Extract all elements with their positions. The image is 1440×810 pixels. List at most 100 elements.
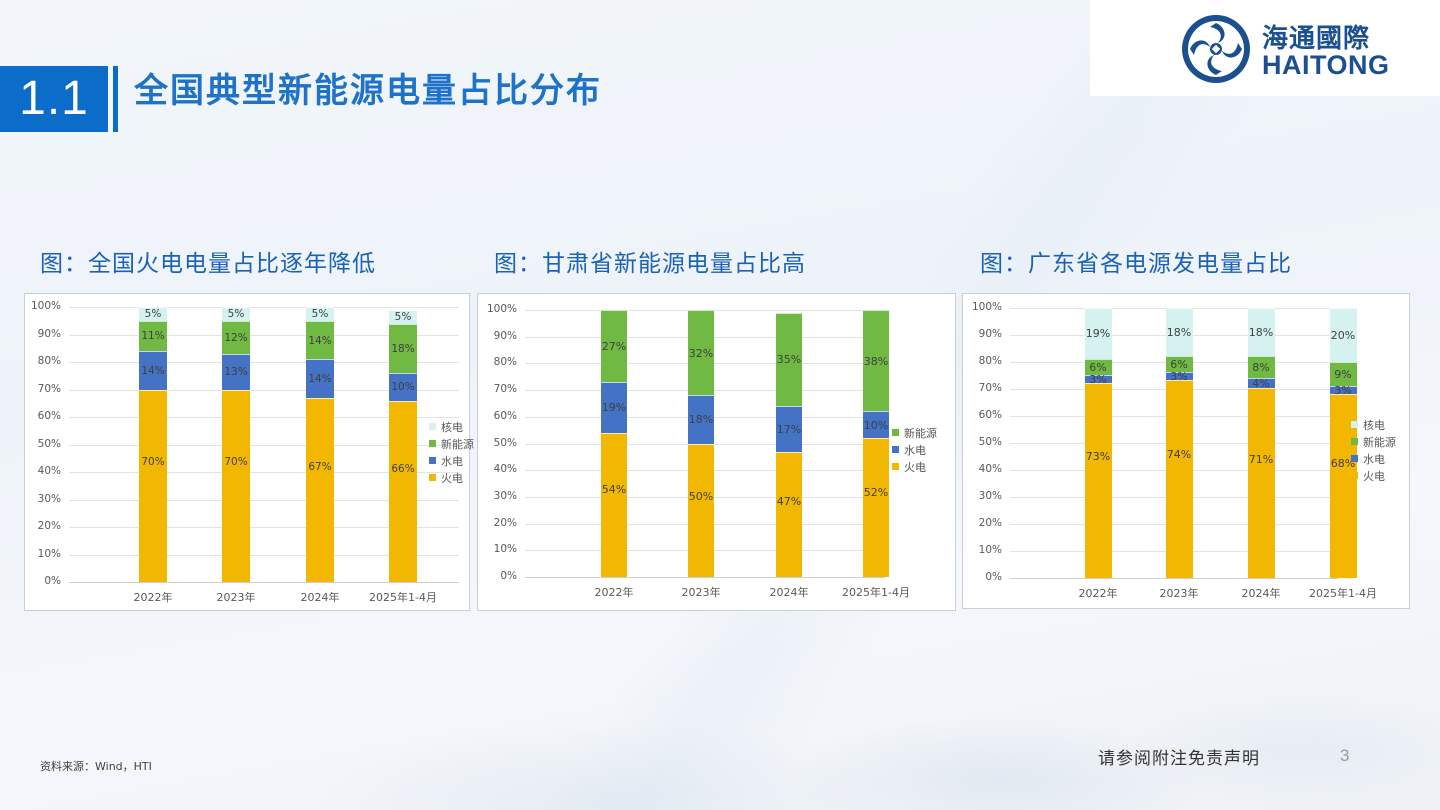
y-tick-label: 100%	[30, 300, 61, 312]
stacked-bar: 50% 18% 32%	[688, 310, 714, 577]
data-label: 50%	[688, 489, 714, 503]
bar-segment: 32%	[688, 310, 714, 396]
legend-label: 核电	[441, 420, 463, 434]
data-label: 5%	[227, 308, 245, 321]
bar-segment: 14%	[306, 359, 334, 398]
bar-segment: 18%	[1165, 308, 1193, 357]
data-label: 18%	[1166, 326, 1192, 340]
chart-legend: 核电 新能源 水电 火电	[1351, 416, 1396, 484]
gridline	[69, 307, 459, 308]
legend-item: 水电	[892, 441, 937, 458]
data-label: 3%	[1334, 384, 1352, 398]
y-tick-label: 60%	[493, 409, 517, 422]
x-tick-label: 2022年	[133, 591, 173, 604]
data-label: 11%	[141, 330, 165, 343]
data-label: 4%	[1252, 376, 1270, 390]
section-divider-bar	[113, 66, 118, 132]
legend-item: 水电	[429, 452, 474, 469]
stacked-bar: 47% 17% 35%	[776, 310, 802, 577]
legend-item: 火电	[892, 458, 937, 475]
bar-segment: 19%	[601, 382, 627, 433]
data-label: 14%	[308, 373, 332, 385]
gridline	[69, 417, 459, 418]
y-tick-label: 30%	[493, 489, 517, 502]
bar-segment: 10%	[863, 411, 889, 439]
data-label: 71%	[1248, 453, 1274, 467]
y-tick-label: 20%	[493, 516, 517, 529]
data-label: 5%	[311, 308, 329, 321]
bar-segment: 4%	[1247, 376, 1275, 390]
bar-segment: 13%	[222, 353, 250, 390]
chart-legend: 新能源 水电 火电	[892, 424, 937, 475]
gridline	[69, 554, 459, 556]
bar-segment: 54%	[601, 432, 627, 577]
y-tick-label: 0%	[985, 571, 1002, 583]
bar-segment: 18%	[389, 323, 417, 373]
x-tick-label: 2025年1-4月	[369, 591, 437, 604]
plot-area: 70% 14% 11% 5% 70% 13% 12% 5% 67% 14% 14% 5% 66% 10% 1…	[69, 307, 459, 583]
legend-swatch-icon	[892, 446, 899, 453]
data-label: 10%	[391, 381, 415, 394]
y-tick-label: 80%	[37, 355, 61, 367]
y-tick-label: 10%	[37, 547, 61, 560]
logo-english-text: HAITONG	[1262, 50, 1390, 80]
disclaimer-link[interactable]: 请参阅附注免责声明	[1098, 749, 1260, 769]
bar-segment: 12%	[222, 320, 250, 354]
data-label: 27%	[601, 340, 627, 354]
y-tick-label: 50%	[37, 437, 61, 450]
bar-segment: 73%	[1084, 382, 1112, 578]
y-tick-label: 30%	[978, 490, 1002, 502]
data-label: 18%	[688, 413, 714, 427]
bar-segment: 38%	[863, 310, 889, 412]
y-tick-label: 90%	[978, 328, 1002, 340]
gridline	[69, 362, 459, 363]
page-title: 全国典型新能源电量占比分布	[134, 71, 602, 111]
legend-label: 新能源	[1363, 435, 1396, 449]
stacked-bar: 67% 14% 14% 5%	[306, 307, 334, 582]
section-number: 1.1	[0, 66, 108, 132]
gridline	[69, 527, 459, 528]
stacked-bar: 70% 13% 12% 5%	[222, 307, 250, 582]
x-tick-label: 2025年1-4月	[1309, 587, 1377, 600]
bar-segment: 70%	[222, 389, 250, 582]
legend-item: 新能源	[429, 435, 474, 452]
y-tick-label: 60%	[37, 410, 61, 422]
data-label: 52%	[863, 486, 889, 500]
data-label: 54%	[601, 482, 627, 496]
plot-area: 73% 3% 6% 19% 74% 3% 6% 18% 71% 4% 8% 18% 68% 3% 9% 20%	[1010, 307, 1357, 579]
company-logo: 海通國際 HAITONG	[1090, 0, 1440, 96]
stacked-bar: 70% 14% 11% 5%	[139, 307, 167, 582]
stacked-bar: 66% 10% 18% 5%	[389, 307, 417, 582]
bar-segment: 5%	[389, 309, 417, 324]
y-tick-label: 90%	[37, 327, 61, 340]
legend-swatch-icon	[429, 423, 436, 430]
y-tick-label: 40%	[493, 463, 517, 476]
data-label: 68%	[1330, 457, 1356, 471]
data-label: 9%	[1334, 368, 1352, 382]
y-tick-label: 80%	[493, 356, 517, 369]
legend-swatch-icon	[1351, 421, 1358, 428]
chart-gansu-power-share: 54% 19% 27% 50% 18% 32% 47% 17% 35% 52% 10% 38% 0% 10…	[477, 293, 956, 611]
bar-segment: 14%	[306, 320, 334, 360]
bar-segment: 47%	[776, 451, 802, 577]
y-tick-label: 90%	[493, 329, 517, 342]
bar-segment: 52%	[863, 438, 889, 577]
data-label: 12%	[224, 331, 248, 344]
legend-item: 核电	[1351, 416, 1396, 433]
legend-swatch-icon	[1351, 438, 1358, 445]
legend-label: 火电	[1363, 469, 1385, 483]
legend-swatch-icon	[429, 474, 436, 481]
data-label: 8%	[1252, 360, 1270, 374]
data-label: 38%	[863, 354, 889, 368]
bar-segment: 5%	[222, 307, 250, 321]
chart-legend: 核电 新能源 水电 火电	[429, 418, 474, 486]
bar-segment: 50%	[688, 443, 714, 577]
data-label: 35%	[776, 353, 802, 367]
stacked-bar: 71% 4% 8% 18%	[1247, 307, 1275, 578]
bar-segment: 74%	[1165, 380, 1193, 578]
bar-segment: 6%	[1165, 356, 1193, 373]
legend-label: 核电	[1363, 418, 1385, 432]
chart-national-power-share: 70% 14% 11% 5% 70% 13% 12% 5% 67% 14% 14% 5% 66% 10% 1…	[24, 293, 474, 611]
y-tick-label: 30%	[37, 492, 61, 505]
haitong-logo-icon	[1182, 15, 1250, 83]
